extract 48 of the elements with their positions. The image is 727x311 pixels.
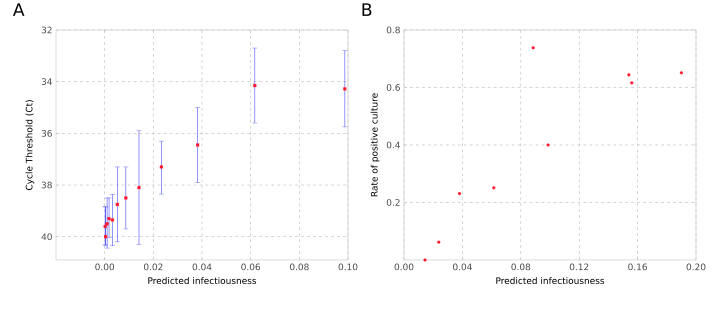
point [458,192,462,196]
x-tick-label: 0.02 [144,264,162,270]
y-tick-label: 0.4 [386,142,400,148]
x-tick-label: 0.04 [453,264,472,270]
point [110,218,114,222]
x-tick-label: 0.08 [290,264,309,270]
x-tick-label: 0.00 [95,264,114,270]
x-tick-label: 0.00 [394,264,414,270]
y-axis-title: Rate of positive culture [370,93,380,196]
y-tick-label: 32 [42,26,52,34]
x-tick-label: 0.04 [192,264,212,270]
chart-title: B [362,3,372,16]
point [423,258,427,262]
point [160,165,163,169]
point [492,186,496,190]
y-tick-label: 36 [42,130,52,137]
point [104,235,108,238]
point [253,84,256,88]
y-tick-label: 0.6 [386,84,400,91]
y-axis-title: Cycle Threshold (Ct) [26,100,34,190]
point [630,81,634,84]
chart-title: A [12,3,24,16]
point [104,224,107,228]
x-tick-label: 0.06 [241,264,260,270]
point [116,202,119,206]
x-axis-title: Predicted infectiousness [496,277,604,284]
y-tick-label: 0.2 [386,199,400,206]
point [137,186,141,190]
point [546,143,550,147]
point [532,46,535,50]
y-tick-label: 0.8 [386,26,400,34]
point [437,240,440,244]
point [196,143,200,147]
point [680,71,683,74]
point [107,217,111,220]
x-tick-label: 0.16 [628,264,648,270]
y-tick-label: 40 [42,233,52,240]
y-tick-label: 38 [42,182,52,188]
x-axis-title: Predicted infectiousness [148,277,256,284]
point [124,196,128,200]
y-tick-label: 34 [42,78,52,86]
x-tick-label: 0.08 [511,264,530,270]
point [106,222,109,226]
point [627,73,630,76]
x-tick-label: 0.12 [570,264,588,270]
point [343,87,346,91]
x-tick-label: 0.10 [338,264,358,270]
x-tick-label: 0.20 [686,264,706,270]
